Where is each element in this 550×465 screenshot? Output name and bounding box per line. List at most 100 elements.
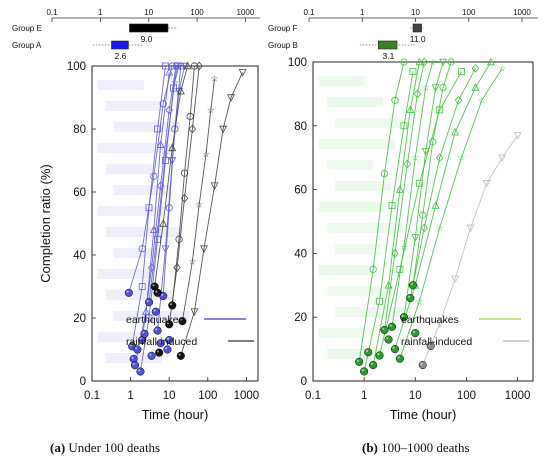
trajectory-line (139, 65, 178, 372)
trajectory-marker (409, 68, 417, 75)
data-point-highlight (166, 322, 170, 325)
trajectory-marker (403, 159, 412, 169)
data-point (408, 281, 418, 290)
data-point-highlight (152, 284, 155, 287)
y-tick-label: 100 (288, 57, 307, 69)
box-iqr (412, 23, 422, 33)
data-point (155, 348, 164, 357)
top-axis-tick-label: 1 (360, 8, 365, 17)
box-median-label: 9.0 (141, 34, 153, 44)
trajectory-marker (420, 223, 429, 233)
top-axis-tick-label: 1000 (237, 8, 255, 17)
trajectory-line (154, 65, 189, 287)
trajectory-line (181, 78, 216, 322)
box-iqr (111, 40, 129, 50)
y-tick-label: 100 (67, 61, 86, 73)
trajectory-line (180, 72, 244, 356)
data-point (144, 298, 154, 307)
trajectory-marker: ☆ (207, 105, 215, 115)
caption-b: (b) 100–1000 deaths (362, 440, 470, 456)
trajectory-marker (471, 83, 480, 91)
x-axis-label: Time (hour) (142, 407, 209, 422)
legend-label: rainfall-induced (126, 336, 197, 348)
background-band (335, 118, 401, 128)
data-point (136, 367, 145, 376)
trajectory-marker (138, 283, 146, 290)
x-tick-label: 1000 (234, 390, 260, 402)
y-tick-label: 80 (73, 124, 86, 136)
trajectory-marker (165, 204, 173, 212)
background-band (98, 143, 174, 153)
data-point (369, 361, 378, 370)
data-point-highlight (126, 290, 129, 293)
trajectory-marker (400, 58, 408, 66)
data-point (176, 351, 185, 360)
trajectory-marker (451, 275, 460, 284)
trajectory-marker (154, 125, 161, 133)
y-tick-label: 0 (301, 376, 307, 388)
data-point-highlight (142, 331, 145, 334)
box-group-label: Group A (12, 41, 42, 50)
data-point (384, 335, 393, 344)
data-point-highlight (361, 369, 365, 372)
trajectory-line (358, 61, 405, 362)
top-axis-tick-label: 10 (144, 8, 153, 17)
data-point-highlight (158, 340, 161, 344)
trajectory-marker: ☆ (415, 296, 423, 306)
data-point-highlight (365, 349, 369, 353)
trajectory-marker (173, 263, 181, 273)
trajectory-marker: ☆ (498, 63, 506, 73)
x-tick-label: 1 (361, 390, 367, 402)
trajectory-marker (180, 169, 189, 177)
data-point-highlight (428, 343, 431, 346)
background-band (98, 80, 144, 90)
data-point-highlight (155, 328, 158, 331)
background-band (98, 269, 154, 279)
trajectory-marker: ☆ (188, 256, 196, 266)
background-band (319, 328, 365, 338)
background-band (335, 181, 391, 191)
data-point-highlight (392, 346, 395, 349)
data-point (387, 322, 397, 331)
trajectory-line (409, 68, 476, 299)
background-band (319, 76, 365, 86)
trajectory-line (134, 72, 170, 366)
trajectory-marker: ☆ (457, 153, 465, 163)
top-axis-tick-label: 1 (98, 8, 103, 17)
data-point (153, 288, 162, 297)
trajectory-line (379, 71, 462, 356)
trajectory-line (403, 61, 444, 318)
background-band (335, 244, 381, 254)
background-band (98, 332, 144, 342)
background-band (106, 101, 162, 111)
trajectory-marker (391, 248, 399, 258)
trajectory-marker (380, 170, 389, 178)
trajectory-marker (175, 235, 183, 243)
trajectory-marker: ☆ (429, 57, 437, 67)
x-tick-label: 1000 (505, 390, 531, 402)
trajectory-marker (419, 211, 427, 219)
y-tick-label: 40 (73, 250, 86, 262)
data-point (130, 361, 140, 370)
trajectory-marker (486, 57, 495, 66)
data-point (168, 301, 177, 310)
trajectory-marker: ☆ (154, 225, 162, 235)
caption-b-text: 100–1000 deaths (381, 440, 470, 455)
data-point-highlight (156, 350, 160, 353)
data-point-highlight (408, 295, 411, 298)
trajectory-marker (145, 314, 153, 322)
trajectory-marker: ☆ (400, 242, 408, 252)
data-point-highlight (420, 362, 423, 365)
data-point (418, 361, 427, 370)
trajectory-marker (161, 245, 170, 254)
trajectory-marker (458, 68, 465, 75)
trajectory-line (131, 65, 166, 347)
trajectory-marker: ☆ (422, 83, 430, 93)
trajectory-marker: ☆ (202, 149, 210, 159)
trajectory-marker (210, 182, 219, 191)
trajectory-marker (471, 63, 480, 73)
data-point-highlight (397, 356, 400, 359)
data-point-highlight (377, 353, 380, 356)
